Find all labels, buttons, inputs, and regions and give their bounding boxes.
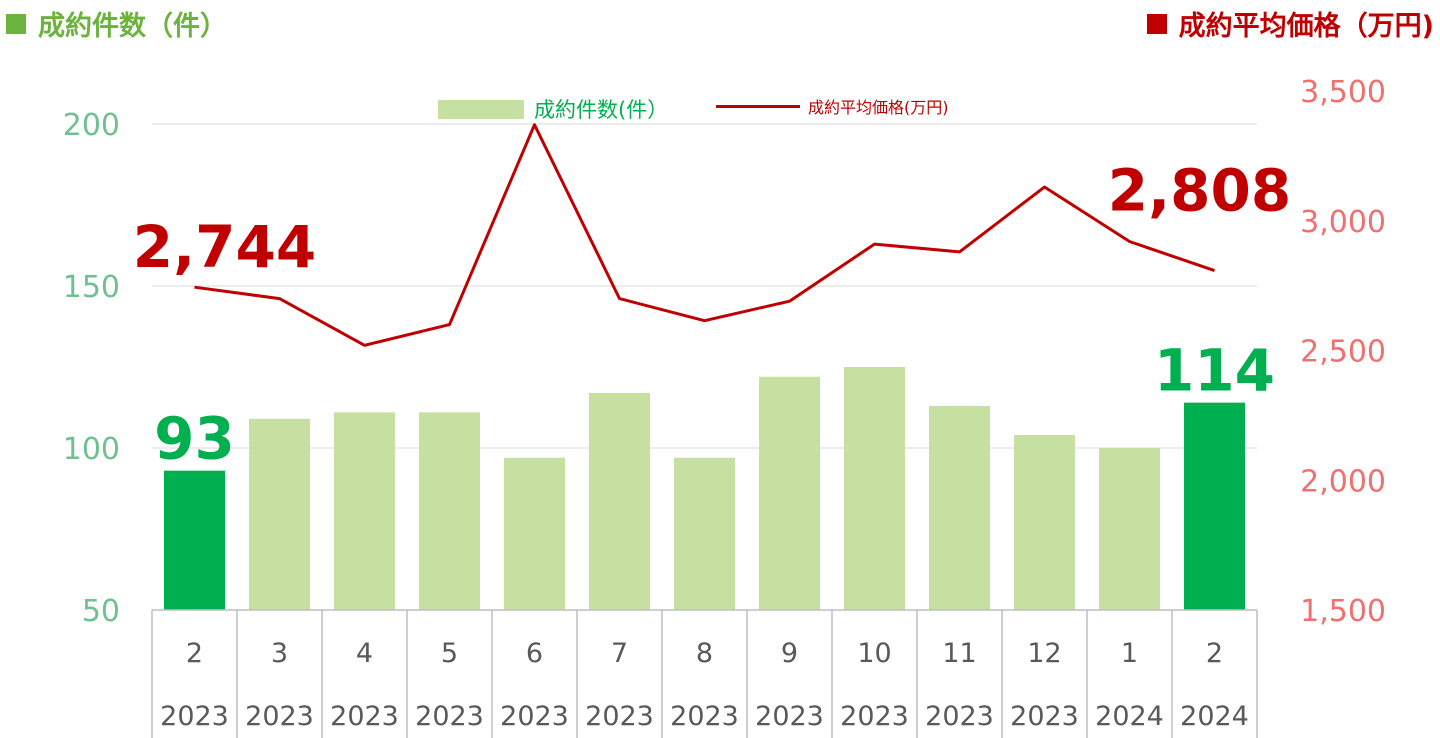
x-tick-label-month: 2: [186, 638, 203, 669]
x-tick-label-month: 12: [1027, 638, 1061, 669]
right-axis-tick-label: 3,500: [1300, 75, 1386, 110]
x-tick-label-year: 2023: [585, 701, 654, 732]
bar: [249, 419, 310, 610]
line-data-label: 2,808: [1108, 157, 1291, 225]
right-axis-tick-label: 2,000: [1300, 464, 1386, 499]
x-tick-label-month: 1: [1121, 638, 1138, 669]
x-tick-label-month: 2: [1206, 638, 1223, 669]
x-tick-label-month: 4: [356, 638, 373, 669]
left-axis-tick-label: 100: [63, 432, 120, 467]
bar: [419, 412, 480, 610]
x-tick-label-year: 2023: [1010, 701, 1079, 732]
x-tick-label-year: 2023: [670, 701, 739, 732]
x-tick-label-month: 3: [271, 638, 288, 669]
x-tick-label-month: 6: [526, 638, 543, 669]
left-axis-tick-label: 150: [63, 270, 120, 305]
x-tick-label-year: 2023: [755, 701, 824, 732]
x-tick-label-year: 2023: [415, 701, 484, 732]
x-tick-label-month: 5: [441, 638, 458, 669]
bar: [844, 367, 905, 610]
x-tick-label-year: 2023: [330, 701, 399, 732]
left-axis-tick-label: 200: [63, 108, 120, 143]
bar: [674, 458, 735, 610]
x-tick-label-year: 2023: [245, 701, 314, 732]
right-axis-tick-label: 2,500: [1300, 335, 1386, 370]
bar: [504, 458, 565, 610]
bar: [164, 471, 225, 610]
x-tick-label-month: 8: [696, 638, 713, 669]
bar: [1014, 435, 1075, 610]
bar: [1184, 403, 1245, 610]
bar: [334, 412, 395, 610]
right-axis-tick-label: 1,500: [1300, 594, 1386, 629]
x-tick-label-year: 2024: [1180, 701, 1249, 732]
line-series: [195, 125, 1215, 346]
right-axis-tick-label: 3,000: [1300, 205, 1386, 240]
x-tick-label-month: 11: [942, 638, 976, 669]
x-tick-label-month: 10: [857, 638, 891, 669]
x-tick-label-year: 2023: [500, 701, 569, 732]
bar: [1099, 448, 1160, 610]
line-data-label: 2,744: [133, 213, 316, 281]
x-tick-label-year: 2023: [840, 701, 909, 732]
bar: [589, 393, 650, 610]
x-tick-label-year: 2023: [925, 701, 994, 732]
bar-data-label: 114: [1154, 337, 1275, 405]
left-axis-tick-label: 50: [82, 594, 120, 629]
x-tick-label-year: 2023: [160, 701, 229, 732]
x-tick-label-year: 2024: [1095, 701, 1164, 732]
x-tick-label-month: 7: [611, 638, 628, 669]
bar: [929, 406, 990, 610]
bar: [759, 377, 820, 610]
bar-data-label: 93: [154, 405, 235, 473]
x-tick-label-month: 9: [781, 638, 798, 669]
